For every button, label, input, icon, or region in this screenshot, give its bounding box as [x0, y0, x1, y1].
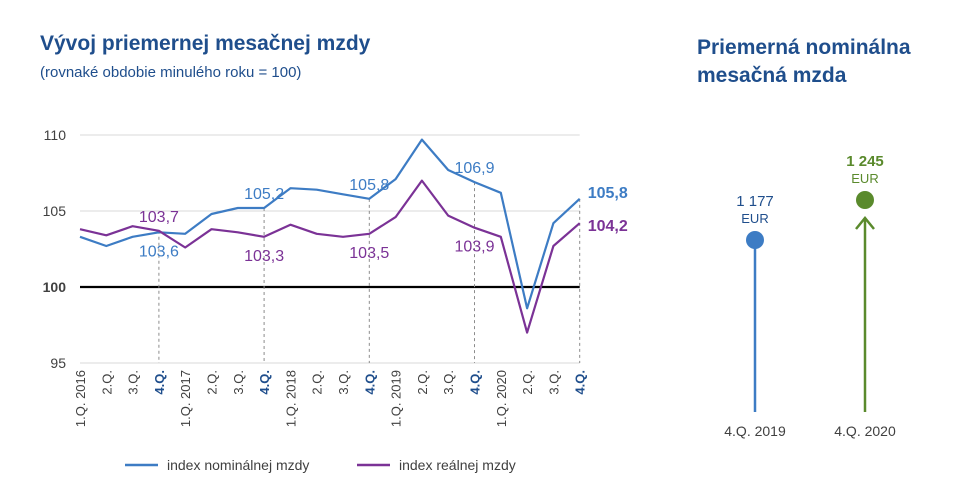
chart-title: Vývoj priemernej mesačnej mzdy	[40, 32, 371, 55]
data-label: 104,2	[588, 218, 628, 235]
y-tick-label: 110	[44, 127, 67, 143]
right-title-line1: Priemerná nominálna	[697, 36, 911, 59]
x-tick-label: 3.Q.	[546, 370, 561, 395]
wage-value: 1 245	[846, 153, 884, 170]
x-tick-label: 2.Q.	[520, 370, 535, 395]
data-label: 103,5	[349, 245, 389, 262]
x-tick-label: 1.Q. 2018	[283, 370, 298, 427]
wage-unit: EUR	[741, 211, 768, 226]
period-label: 4.Q. 2020	[834, 423, 896, 439]
x-tick-label: 4.Q.	[573, 370, 588, 395]
data-label: 106,9	[454, 160, 494, 177]
wage-dot	[746, 231, 764, 249]
x-tick-label: 4.Q.	[152, 370, 167, 395]
real-wage-line	[79, 179, 581, 334]
x-tick-label: 3.Q.	[231, 370, 246, 395]
wage-value: 1 177	[736, 193, 774, 210]
x-tick-label: 3.Q.	[441, 370, 456, 395]
chart-subtitle: (rovnaké obdobie minulého roku = 100)	[40, 64, 302, 81]
data-label: 103,9	[454, 239, 494, 256]
data-label: 105,8	[349, 177, 389, 194]
data-label: 103,6	[139, 243, 179, 260]
x-tick-label: 2.Q.	[99, 370, 114, 395]
x-tick-label: 1.Q. 2020	[494, 370, 509, 427]
x-tick-label: 2.Q.	[415, 370, 430, 395]
x-tick-label: 3.Q.	[336, 370, 351, 395]
y-tick-label: 100	[43, 279, 67, 295]
x-tick-label: 1.Q. 2016	[73, 370, 88, 427]
data-label: 105,8	[588, 185, 628, 202]
wage-dot	[856, 191, 874, 209]
y-tick-label: 95	[50, 355, 66, 371]
data-label: 103,3	[244, 248, 284, 265]
x-tick-label: 4.Q.	[257, 370, 272, 395]
x-tick-label: 2.Q.	[205, 370, 220, 395]
x-tick-label: 4.Q.	[468, 370, 483, 395]
right-panel-title: Priemerná nominálna mesačná mzda	[697, 34, 911, 90]
period-label: 4.Q. 2019	[724, 423, 786, 439]
legend-label-nominal: index nominálnej mzdy	[167, 457, 309, 473]
y-tick-label: 105	[43, 203, 67, 219]
data-label: 105,2	[244, 186, 284, 203]
x-tick-label: 2.Q.	[310, 370, 325, 395]
wage-unit: EUR	[851, 171, 878, 186]
growth-arrow-icon	[855, 216, 875, 230]
x-tick-label: 1.Q. 2017	[178, 370, 193, 427]
x-tick-label: 3.Q.	[126, 370, 141, 395]
right-title-line2: mesačná mzda	[697, 64, 847, 87]
x-tick-label: 4.Q.	[362, 370, 377, 395]
x-tick-label: 1.Q. 2019	[389, 370, 404, 427]
legend-label-real: index reálnej mzdy	[399, 457, 516, 473]
data-label: 103,7	[139, 209, 179, 226]
